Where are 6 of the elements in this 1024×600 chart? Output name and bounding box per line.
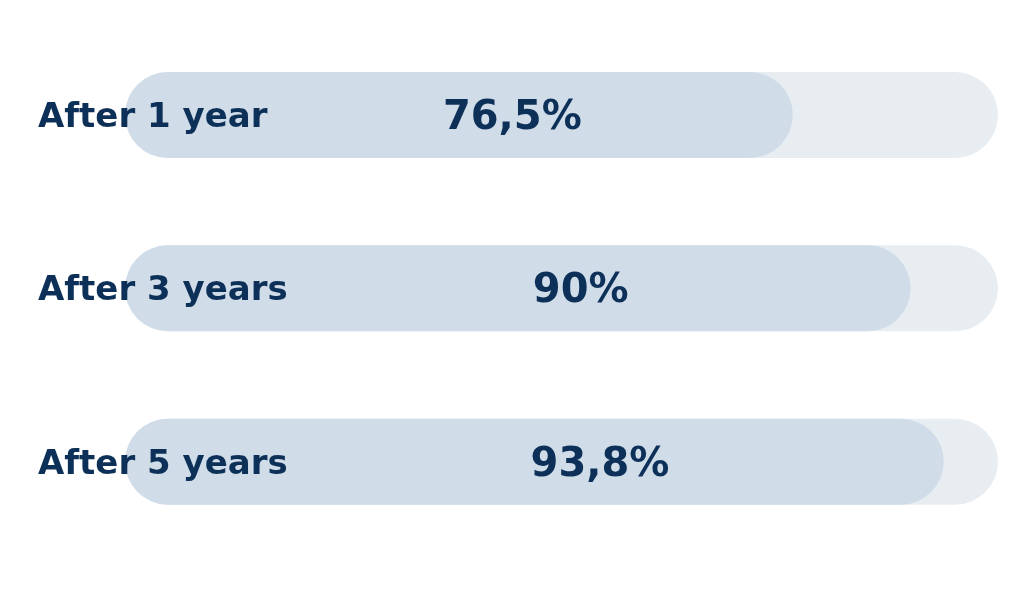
y-tick-label: After 1 year	[38, 95, 268, 135]
data-label: 90%	[532, 265, 629, 312]
y-tick-label: After 3 years	[38, 268, 288, 309]
data-label: 76,5%	[442, 92, 582, 138]
y-tick-label: After 5 years	[38, 441, 288, 482]
data-label: 93,8%	[530, 438, 670, 485]
